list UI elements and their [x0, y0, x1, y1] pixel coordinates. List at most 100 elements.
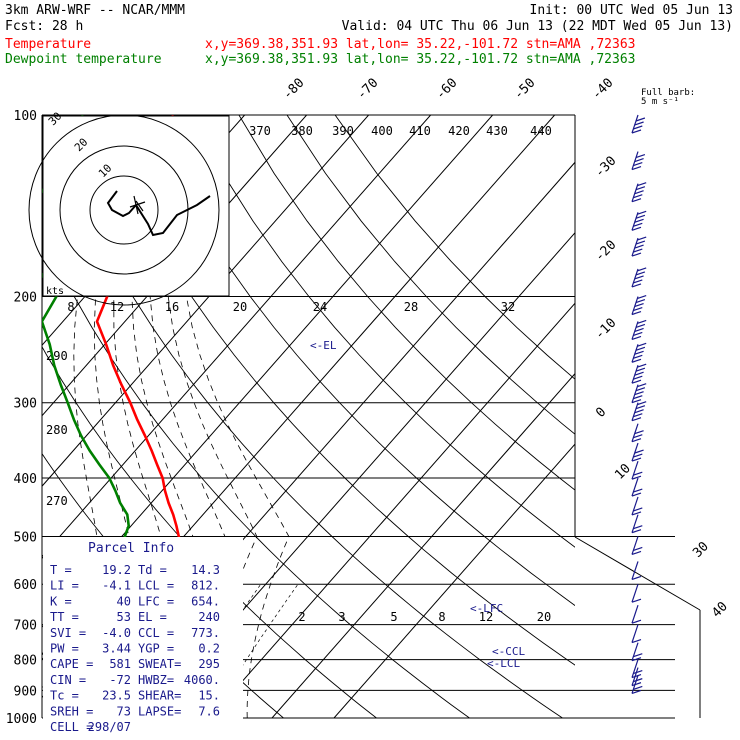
mixing-ratio-label-upper: 8 [67, 300, 74, 314]
wind-barb-staff [631, 584, 639, 603]
parcel-info-cell: EL = [138, 610, 167, 624]
wind-barb-staff [631, 667, 639, 686]
wind-barb [631, 536, 643, 556]
wind-barb [631, 460, 643, 480]
parcel-info-cell: HWBZ= [138, 673, 174, 687]
isotherm-label: 40 [709, 599, 731, 621]
wind-barb [631, 604, 642, 624]
wind-barb-staff [631, 365, 639, 384]
pressure-tick-label: 100 [14, 109, 37, 124]
dewpoint-legend: Dewpoint temperature [5, 52, 162, 67]
init-time: Init: 00 UTC Wed 05 Jun 13 [530, 3, 734, 18]
wind-barb [631, 642, 643, 662]
wind-barb-feather [634, 391, 644, 396]
wind-barb-feather [634, 371, 644, 376]
mixing-ratio-label-upper: 24 [313, 300, 327, 314]
wind-barb-feather [635, 154, 646, 159]
wind-barb-feather [633, 413, 643, 418]
wind-barb-feather [635, 214, 646, 219]
wind-barb-feather [635, 298, 646, 304]
dry-adiabat-line [45, 115, 563, 718]
wind-barb [631, 319, 647, 341]
wind-barb [631, 114, 646, 134]
wind-barb-feather [633, 653, 643, 658]
hodograph-ring [28, 114, 220, 306]
mixing-ratio-line [209, 583, 299, 718]
ccl-marker: <-CCL [492, 645, 525, 658]
parcel-info-cell: 73 [117, 704, 131, 718]
moist-adiabat-line [182, 221, 290, 718]
isotherm-label: -50 [511, 76, 538, 103]
wind-barb-feather [633, 248, 643, 253]
wind-barb-feather [631, 511, 642, 516]
isotherm-line [42, 115, 370, 718]
theta-left-label: 280 [46, 423, 68, 437]
wind-barb-feather [634, 275, 644, 280]
lfc-marker: <-LFC [470, 602, 503, 615]
wind-barb-feather [631, 598, 642, 603]
parcel-info-cell: 40 [117, 594, 131, 608]
dry-adiabat-line [190, 115, 575, 718]
wind-barb-feather [631, 657, 642, 662]
wind-barb-feather [631, 639, 642, 644]
lcl-marker: <-LCL [487, 657, 520, 670]
wind-barb-feather [637, 401, 647, 406]
parcel-info-cell: 7.6 [198, 704, 220, 718]
wind-barb-feather [633, 194, 643, 199]
mixing-ratio-label-lower: 12 [479, 610, 493, 624]
wind-barb [631, 667, 643, 687]
dewpoint-location: x,y=369.38,351.93 lat,lon= 35.22,-101.72… [205, 52, 635, 67]
mixing-ratio-label-upper: 12 [110, 300, 124, 314]
theta-left-label: 290 [46, 349, 68, 363]
pressure-tick-label: 500 [14, 530, 37, 545]
wind-barb-staff [631, 675, 639, 694]
parcel-info-cell: LAPSE= [138, 704, 181, 718]
wind-barb-feather [633, 279, 643, 284]
theta-label: 400 [371, 124, 393, 138]
wind-barb [631, 514, 643, 534]
wind-barb-feather [634, 430, 644, 435]
wind-barb [631, 675, 643, 695]
wind-barb-feather [631, 682, 642, 687]
storm-motion-marker [129, 195, 146, 215]
parcel-info-cell: LFC = [138, 594, 174, 608]
parcel-info-cell: 773. [191, 626, 220, 640]
wind-barb-feather [633, 685, 643, 691]
pressure-tick-label: 600 [14, 578, 37, 593]
wind-barb-feather [631, 335, 642, 341]
dry-adiabat-line [238, 115, 575, 718]
theta-label: 410 [409, 124, 431, 138]
pressure-tick-label: 900 [14, 684, 37, 699]
wind-barb-feather [635, 387, 646, 392]
wind-barb-feather [633, 306, 643, 312]
parcel-info-cell: 19.2 [102, 563, 131, 577]
mixing-ratio-label-upper: 28 [404, 300, 418, 314]
dry-adiabat-line [142, 115, 575, 718]
parcel-info-rows: T = 19.2 Td = 14.3 LI = -4.1 LCL = 812. K = 40 LFC… [50, 563, 220, 734]
pressure-tick-label: 800 [14, 654, 37, 669]
isotherm-label: -20 [592, 238, 619, 265]
dry-adiabat-line [0, 115, 5, 718]
wind-barb-staff [631, 442, 639, 462]
isotherm-line [333, 115, 575, 718]
parcel-info-cell: 23.5 [102, 689, 131, 703]
wind-barb-staff [631, 212, 639, 231]
wind-barb-feather [637, 182, 647, 187]
wind-barb-staff [631, 183, 639, 202]
isotherm-label: 30 [690, 539, 712, 561]
isotherm-line [42, 115, 432, 718]
isotherm-label: 0 [593, 405, 609, 421]
wind-barb-feather [631, 417, 642, 422]
parcel-info-cell: LI = [50, 579, 79, 593]
wind-barb-staff [631, 296, 639, 315]
isotherm-label: -80 [280, 76, 307, 103]
parcel-info-title: Parcel Info [88, 541, 174, 556]
wind-barb-staff [631, 496, 639, 516]
wind-barb-feather [631, 226, 642, 231]
pressure-tick-label: 300 [14, 397, 37, 412]
isotherm-label: -40 [589, 76, 616, 103]
parcel-info-cell: SWEAT= [138, 657, 181, 671]
valid-time: Valid: 04 UTC Thu 06 Jun 13 (22 MDT Wed … [342, 19, 733, 34]
